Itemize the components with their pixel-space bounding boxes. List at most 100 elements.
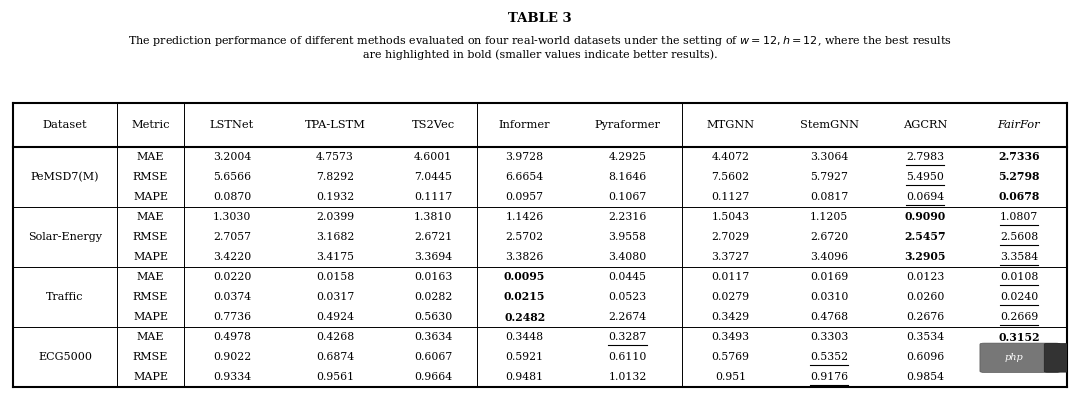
Text: 0.6067: 0.6067 bbox=[414, 352, 453, 362]
Text: MAPE: MAPE bbox=[133, 372, 168, 382]
Text: 0.4924: 0.4924 bbox=[316, 312, 354, 322]
Text: LSTNet: LSTNet bbox=[210, 120, 254, 130]
Text: 0.1932: 0.1932 bbox=[315, 192, 354, 202]
Text: 0.0279: 0.0279 bbox=[712, 292, 750, 302]
Text: 1.1205: 1.1205 bbox=[810, 212, 849, 222]
Text: 0.6110: 0.6110 bbox=[608, 352, 647, 362]
Text: 2.7029: 2.7029 bbox=[712, 232, 750, 242]
Text: 7.0445: 7.0445 bbox=[415, 172, 453, 182]
Text: 2.5457: 2.5457 bbox=[905, 231, 946, 243]
Text: 0.9334: 0.9334 bbox=[213, 372, 252, 382]
Text: 3.1682: 3.1682 bbox=[315, 232, 354, 242]
Text: 0.3303: 0.3303 bbox=[810, 332, 849, 342]
Text: TABLE 3: TABLE 3 bbox=[509, 12, 571, 25]
Text: 3.9728: 3.9728 bbox=[505, 152, 543, 162]
Text: 0.5352: 0.5352 bbox=[810, 352, 848, 362]
Text: 0.2482: 0.2482 bbox=[504, 312, 545, 322]
FancyBboxPatch shape bbox=[980, 343, 1061, 372]
Text: 0.5769: 0.5769 bbox=[712, 352, 750, 362]
Text: 2.7057: 2.7057 bbox=[213, 232, 251, 242]
Text: 0.0215: 0.0215 bbox=[504, 292, 545, 303]
Text: 4.2925: 4.2925 bbox=[608, 152, 647, 162]
Text: 0.0678: 0.0678 bbox=[998, 191, 1040, 202]
Text: MAPE: MAPE bbox=[133, 192, 168, 202]
Text: 0.4768: 0.4768 bbox=[810, 312, 848, 322]
Text: MAE: MAE bbox=[137, 332, 164, 342]
Text: TS2Vec: TS2Vec bbox=[411, 120, 455, 130]
Text: RMSE: RMSE bbox=[133, 232, 168, 242]
Text: 3.2905: 3.2905 bbox=[905, 252, 946, 262]
Text: 0.0117: 0.0117 bbox=[712, 272, 750, 282]
Text: 0.7736: 0.7736 bbox=[213, 312, 252, 322]
Text: 5.4950: 5.4950 bbox=[906, 172, 944, 182]
Text: FairFor: FairFor bbox=[998, 120, 1040, 130]
Text: 3.3727: 3.3727 bbox=[712, 252, 750, 262]
Text: 8.1646: 8.1646 bbox=[608, 172, 647, 182]
Text: 3.2004: 3.2004 bbox=[213, 152, 252, 162]
Text: 3.3064: 3.3064 bbox=[810, 152, 849, 162]
Text: 0.9664: 0.9664 bbox=[414, 372, 453, 382]
Text: 0.5630: 0.5630 bbox=[414, 312, 453, 322]
Text: 5.6566: 5.6566 bbox=[213, 172, 252, 182]
Text: 0.0870: 0.0870 bbox=[213, 192, 252, 202]
Text: 0.1117: 0.1117 bbox=[414, 192, 453, 202]
Text: StemGNN: StemGNN bbox=[799, 120, 859, 130]
Text: 0.9481: 0.9481 bbox=[505, 372, 543, 382]
Text: PeMSD7(M): PeMSD7(M) bbox=[31, 172, 99, 182]
Text: 7.5602: 7.5602 bbox=[712, 172, 750, 182]
Text: 0.6874: 0.6874 bbox=[315, 352, 354, 362]
Text: 0.9561: 0.9561 bbox=[315, 372, 354, 382]
Text: 3.4175: 3.4175 bbox=[316, 252, 354, 262]
Text: 5.7927: 5.7927 bbox=[810, 172, 848, 182]
Text: 1.3030: 1.3030 bbox=[213, 212, 252, 222]
Text: 0.4978: 0.4978 bbox=[213, 332, 251, 342]
Text: 5.2798: 5.2798 bbox=[998, 171, 1040, 182]
Text: 0.9022: 0.9022 bbox=[213, 352, 252, 362]
Text: Pyraformer: Pyraformer bbox=[594, 120, 661, 130]
Text: 0.0282: 0.0282 bbox=[414, 292, 453, 302]
Text: 0.3493: 0.3493 bbox=[712, 332, 750, 342]
Text: 2.7983: 2.7983 bbox=[906, 152, 945, 162]
Text: 1.1426: 1.1426 bbox=[505, 212, 543, 222]
Text: 0.0095: 0.0095 bbox=[504, 271, 545, 282]
Text: Solar-Energy: Solar-Energy bbox=[28, 232, 103, 242]
Text: 0.6096: 0.6096 bbox=[906, 352, 945, 362]
Text: 2.0399: 2.0399 bbox=[315, 212, 354, 222]
Text: 3.9558: 3.9558 bbox=[608, 232, 647, 242]
Text: 0.3152: 0.3152 bbox=[998, 331, 1040, 342]
Text: 3.3584: 3.3584 bbox=[1000, 252, 1038, 262]
Text: 0.0317: 0.0317 bbox=[315, 292, 354, 302]
Text: 0.0445: 0.0445 bbox=[608, 272, 647, 282]
Text: 2.6720: 2.6720 bbox=[810, 232, 849, 242]
Text: 1.5043: 1.5043 bbox=[712, 212, 750, 222]
Text: Informer: Informer bbox=[499, 120, 551, 130]
Text: 4.7573: 4.7573 bbox=[316, 152, 354, 162]
Text: 0.0108: 0.0108 bbox=[1000, 272, 1038, 282]
Text: 0.3287: 0.3287 bbox=[608, 332, 647, 342]
Text: 4.6001: 4.6001 bbox=[414, 152, 453, 162]
Text: 0.3634: 0.3634 bbox=[414, 332, 453, 342]
Text: php: php bbox=[1004, 353, 1023, 361]
Text: MAE: MAE bbox=[137, 212, 164, 222]
Text: 0.9854: 0.9854 bbox=[906, 372, 944, 382]
Text: 0.0163: 0.0163 bbox=[414, 272, 453, 282]
Text: 1.3810: 1.3810 bbox=[414, 212, 453, 222]
Text: 6.6654: 6.6654 bbox=[505, 172, 543, 182]
Text: 0.5921: 0.5921 bbox=[505, 352, 543, 362]
Text: 3.4080: 3.4080 bbox=[608, 252, 647, 262]
Text: 0.3448: 0.3448 bbox=[505, 332, 543, 342]
Text: 0.2676: 0.2676 bbox=[906, 312, 945, 322]
Text: 0.4268: 0.4268 bbox=[315, 332, 354, 342]
Text: MAPE: MAPE bbox=[133, 312, 168, 322]
Text: 2.7336: 2.7336 bbox=[998, 151, 1040, 162]
Text: RMSE: RMSE bbox=[133, 352, 168, 362]
Text: 0.0158: 0.0158 bbox=[315, 272, 354, 282]
Text: 1.0807: 1.0807 bbox=[1000, 212, 1038, 222]
FancyBboxPatch shape bbox=[1044, 343, 1078, 372]
Text: 2.2674: 2.2674 bbox=[608, 312, 647, 322]
Text: 2.5702: 2.5702 bbox=[505, 232, 543, 242]
Text: 0.0220: 0.0220 bbox=[213, 272, 252, 282]
Text: MAE: MAE bbox=[137, 152, 164, 162]
Text: MAE: MAE bbox=[137, 272, 164, 282]
Text: 0.0374: 0.0374 bbox=[213, 292, 252, 302]
